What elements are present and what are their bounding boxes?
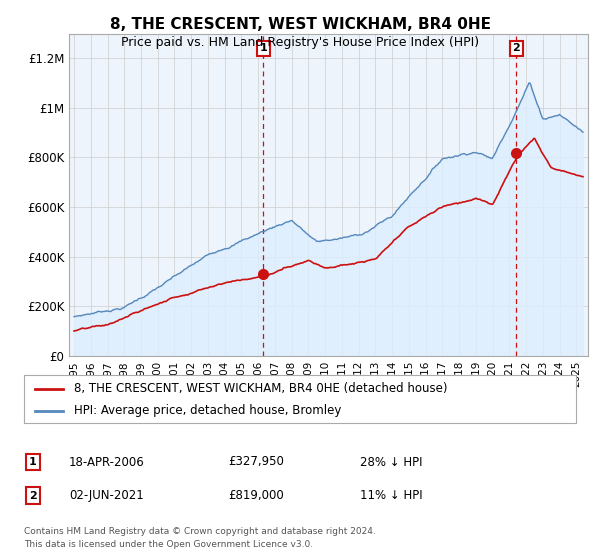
Text: 2: 2 bbox=[512, 44, 520, 53]
Text: 28% ↓ HPI: 28% ↓ HPI bbox=[360, 455, 422, 469]
Text: 02-JUN-2021: 02-JUN-2021 bbox=[69, 489, 144, 502]
Text: 8, THE CRESCENT, WEST WICKHAM, BR4 0HE (detached house): 8, THE CRESCENT, WEST WICKHAM, BR4 0HE (… bbox=[74, 382, 447, 395]
Text: 2: 2 bbox=[29, 491, 37, 501]
Text: 1: 1 bbox=[259, 44, 267, 53]
Text: £327,950: £327,950 bbox=[228, 455, 284, 469]
Text: Contains HM Land Registry data © Crown copyright and database right 2024.
This d: Contains HM Land Registry data © Crown c… bbox=[24, 526, 376, 549]
Text: 1: 1 bbox=[29, 457, 37, 467]
Text: 11% ↓ HPI: 11% ↓ HPI bbox=[360, 489, 422, 502]
Text: 8, THE CRESCENT, WEST WICKHAM, BR4 0HE: 8, THE CRESCENT, WEST WICKHAM, BR4 0HE bbox=[110, 17, 491, 32]
Text: HPI: Average price, detached house, Bromley: HPI: Average price, detached house, Brom… bbox=[74, 404, 341, 417]
Text: 18-APR-2006: 18-APR-2006 bbox=[69, 455, 145, 469]
Text: £819,000: £819,000 bbox=[228, 489, 284, 502]
Text: Price paid vs. HM Land Registry's House Price Index (HPI): Price paid vs. HM Land Registry's House … bbox=[121, 36, 479, 49]
